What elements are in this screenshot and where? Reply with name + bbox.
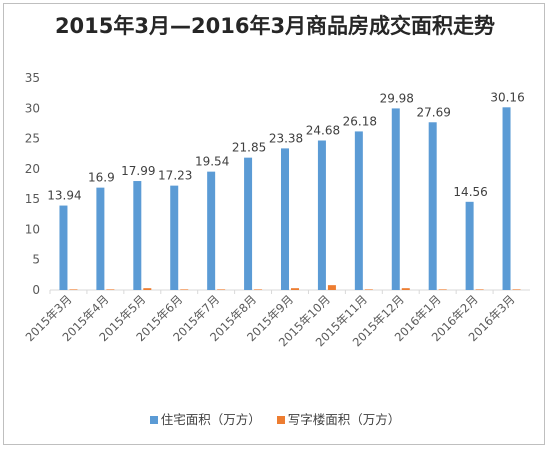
bar-residential [317, 140, 326, 290]
bar-office [327, 285, 336, 290]
data-label-residential: 17.23 [158, 169, 192, 183]
data-label-residential: 27.69 [417, 105, 451, 119]
bar-office [143, 288, 152, 290]
data-label-residential: 13.94 [47, 189, 81, 203]
bar-residential [465, 201, 474, 290]
y-tick-label: 10 [25, 222, 40, 236]
legend-swatch-office [276, 415, 285, 424]
bar-office [364, 289, 373, 290]
data-label-residential: 23.38 [269, 131, 303, 145]
bar-residential [207, 171, 216, 290]
y-tick-label: 20 [25, 162, 40, 176]
data-label-residential: 26.18 [343, 114, 377, 128]
bar-office [106, 289, 115, 290]
y-tick-label: 30 [25, 101, 40, 115]
bar-office [180, 289, 189, 290]
data-label-residential: 29.98 [380, 91, 414, 105]
bar-office [254, 289, 263, 290]
legend-item-residential: 住宅面积（万方） [149, 409, 261, 428]
bar-residential [170, 185, 179, 290]
chart-frame [3, 3, 545, 445]
bar-office [291, 288, 299, 290]
bar-residential [96, 187, 105, 290]
y-tick-label: 15 [25, 192, 40, 206]
data-label-residential: 24.68 [306, 124, 340, 138]
bar-residential [133, 181, 142, 290]
bar-office [401, 288, 410, 290]
bar-residential [244, 157, 253, 290]
bar-residential [428, 122, 437, 291]
data-label-residential: 17.99 [121, 164, 155, 178]
bar-office [217, 289, 226, 290]
bar-office [69, 289, 78, 290]
data-label-residential: 30.16 [490, 90, 524, 104]
legend-label-office: 写字楼面积（万方） [287, 412, 401, 427]
y-tick-label: 25 [25, 132, 40, 146]
bar-office [512, 289, 521, 290]
bar-residential [59, 205, 68, 290]
chart-title: 2015年3月—2016年3月商品房成交面积走势 [54, 14, 496, 38]
bar-residential [502, 107, 511, 290]
legend-item-office: 写字楼面积（万方） [276, 409, 401, 428]
legend-label-residential: 住宅面积（万方） [160, 412, 261, 427]
data-label-residential: 21.85 [232, 141, 266, 155]
bar-residential [354, 131, 363, 290]
data-label-residential: 16.9 [88, 171, 115, 185]
bar-office [438, 289, 447, 290]
y-tick-label: 5 [32, 253, 40, 267]
legend-swatch-residential [149, 415, 158, 424]
bar-residential [391, 108, 400, 290]
bar-residential [281, 148, 289, 290]
data-label-residential: 14.56 [453, 185, 487, 199]
y-tick-label: 35 [25, 71, 40, 85]
bar-office [475, 289, 484, 290]
y-tick-label: 0 [32, 283, 40, 297]
data-label-residential: 19.54 [195, 155, 229, 169]
chart-legend: 住宅面积（万方） 写字楼面积（万方） [0, 409, 550, 428]
